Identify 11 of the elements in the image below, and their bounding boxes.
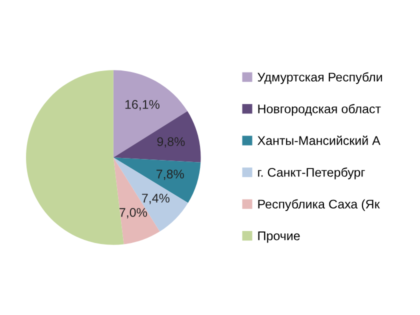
- legend-label: Республика Саха (Як: [258, 199, 380, 212]
- legend-label: Удмуртская Республи: [258, 72, 382, 84]
- legend-label: г. Санкт-Петербург: [258, 168, 365, 180]
- data-label: 16,1%: [125, 100, 160, 110]
- data-label: 7,0%: [120, 208, 147, 218]
- data-label: 9,8%: [157, 137, 185, 148]
- data-label: 7,4%: [142, 194, 170, 204]
- legend-label: Ханты-Мансийский А: [258, 136, 380, 146]
- data-label: 7,8%: [156, 170, 184, 180]
- legend-label: Прочие: [258, 232, 300, 243]
- legend-label: Новгородская област: [258, 104, 381, 116]
